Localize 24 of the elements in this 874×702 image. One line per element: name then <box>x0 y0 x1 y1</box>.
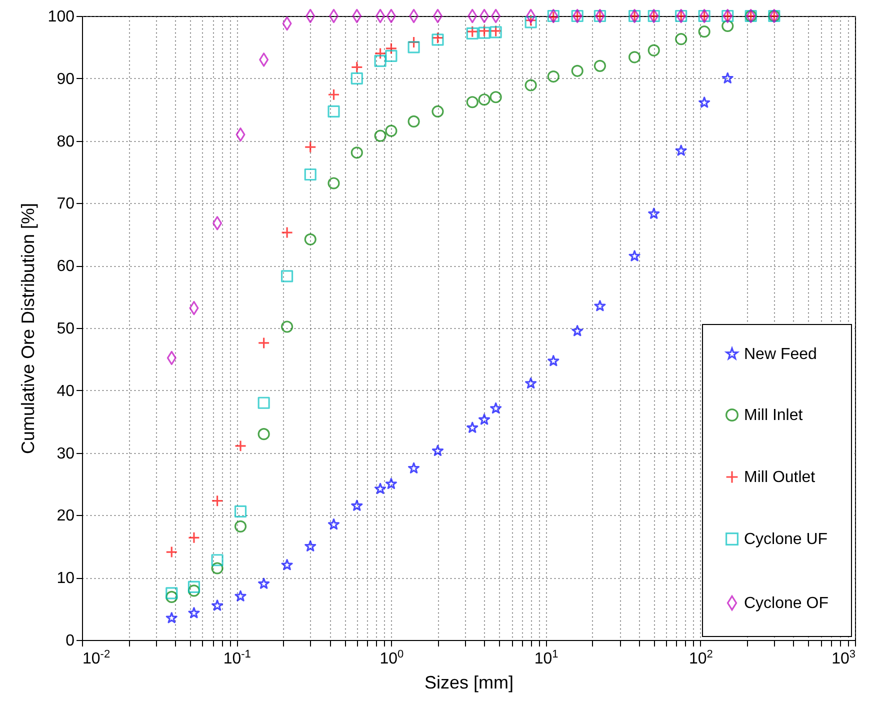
y-tick-label: 30 <box>56 445 75 462</box>
y-tick-label: 60 <box>56 258 75 276</box>
legend-label: Mill Outlet <box>744 469 816 486</box>
legend-label: Cyclone OF <box>744 595 829 612</box>
y-tick-label: 50 <box>56 320 75 338</box>
y-tick-label: 0 <box>66 632 75 650</box>
x-tick-label: 10$^{-2}$ <box>82 648 110 668</box>
x-tick-label: 10$^{1}$ <box>534 648 558 668</box>
legend-label: Cyclone UF <box>744 531 828 548</box>
y-tick-label: 20 <box>56 508 75 525</box>
y-axis-title: Cumulative Ore Distribution [%] <box>18 202 38 454</box>
x-tick-label: 10$^{-1}$ <box>223 648 251 668</box>
x-tick-label: 10$^{0}$ <box>380 648 404 668</box>
x-axis-title: Sizes [mm] <box>424 672 514 692</box>
legend-label: Mill Inlet <box>744 407 804 424</box>
y-tick-label: 10 <box>56 570 75 588</box>
x-tick-label: 10$^{3}$ <box>832 648 856 668</box>
x-tick-label: 10$^{2}$ <box>688 648 713 668</box>
legend-label: New Feed <box>744 346 817 363</box>
y-tick-label: 90 <box>56 70 75 88</box>
y-tick-label: 100 <box>48 8 75 26</box>
y-tick-label: 40 <box>56 382 75 400</box>
y-tick-label: 80 <box>56 133 75 150</box>
y-tick-label: 70 <box>56 196 75 213</box>
